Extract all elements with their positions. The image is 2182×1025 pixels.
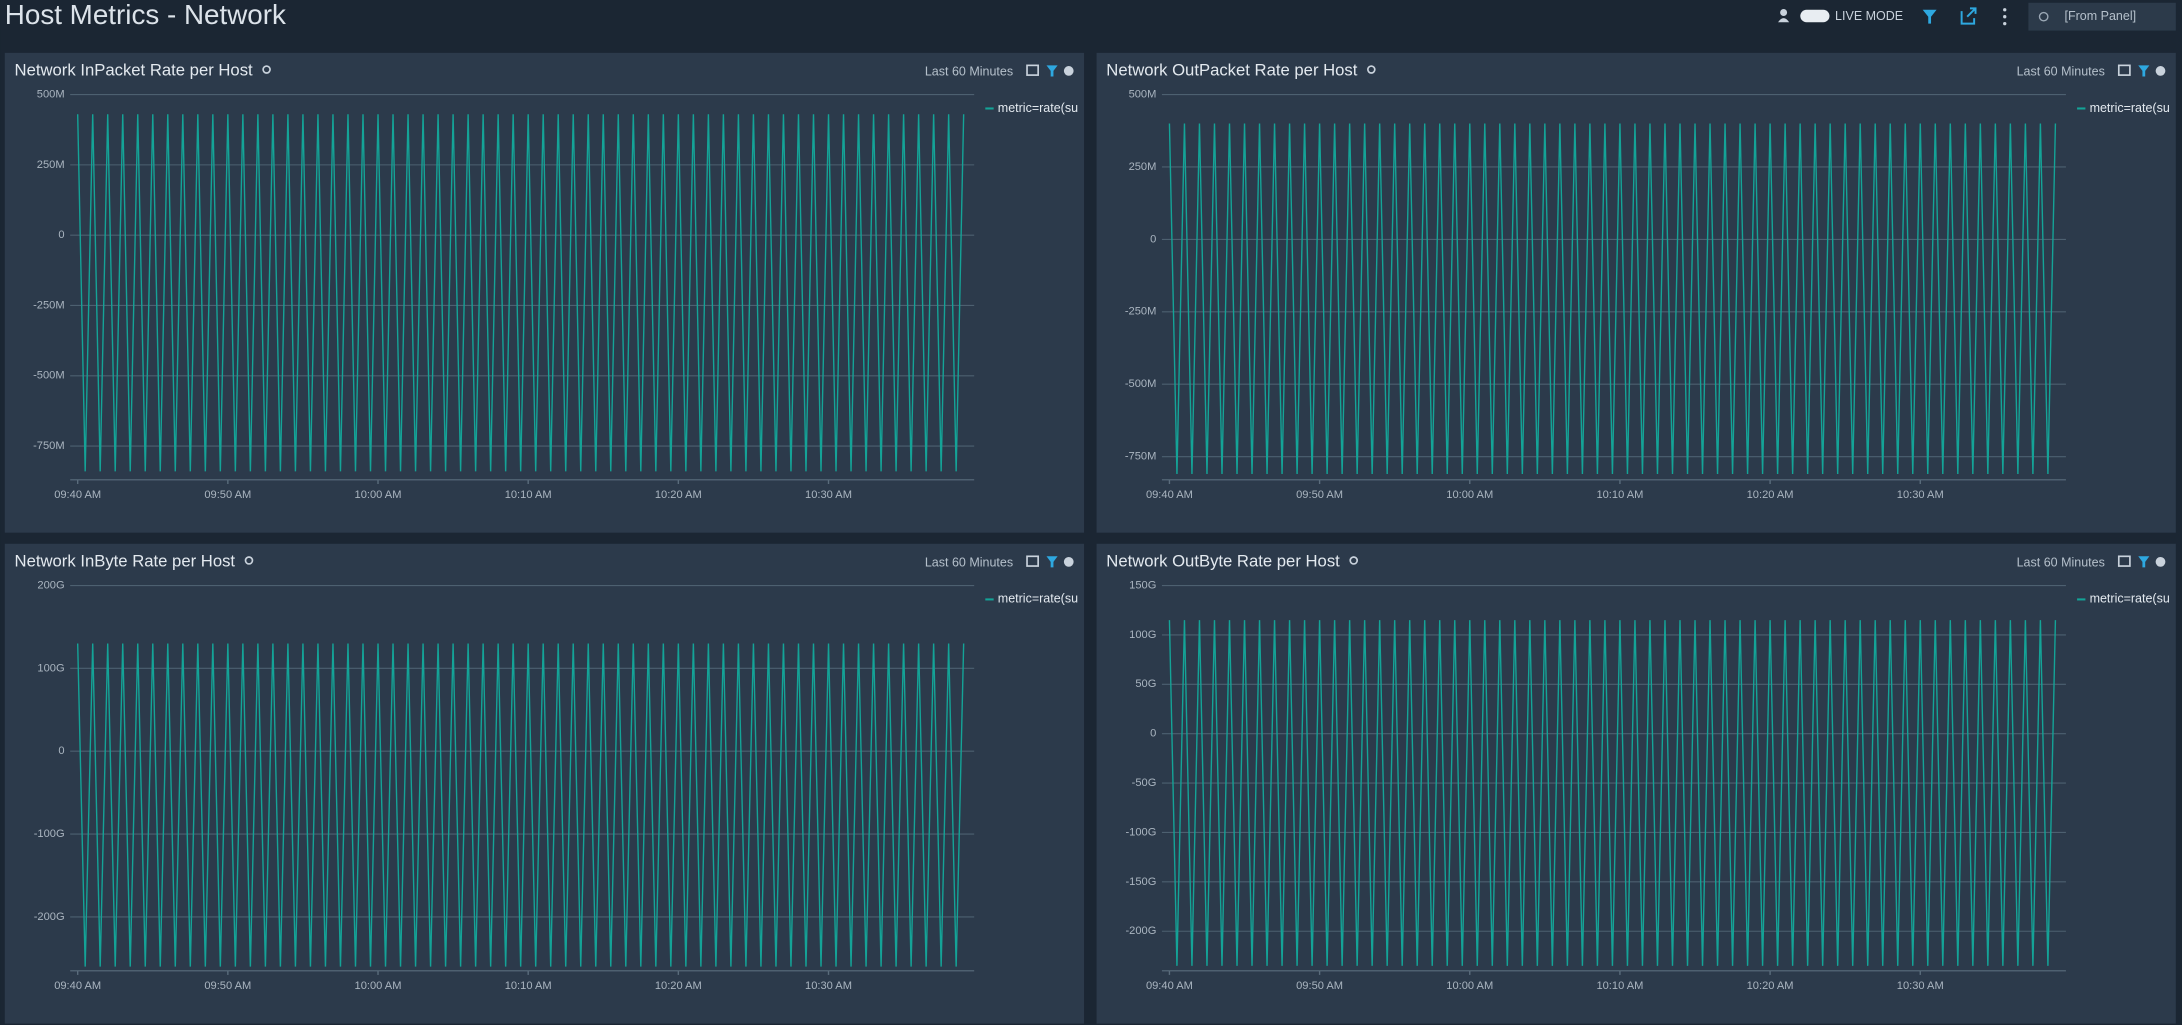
x-tick-label: 10:20 AM — [655, 980, 702, 992]
panel-filter-icon[interactable] — [2138, 65, 2150, 77]
zoom-icon[interactable] — [244, 556, 254, 565]
time-picker-label[interactable]: [From Panel] — [2065, 9, 2137, 23]
zoom-icon[interactable] — [1349, 556, 1359, 565]
y-tick-label: 100G — [1129, 629, 1156, 641]
x-tick-label: 10:20 AM — [1747, 489, 1794, 501]
x-tick-label: 10:00 AM — [1446, 980, 1493, 992]
user-icon[interactable] — [1778, 9, 1790, 23]
x-tick-label: 09:50 AM — [1296, 489, 1343, 501]
panel-filter-icon[interactable] — [1046, 65, 1058, 77]
y-tick-label: 500M — [1129, 89, 1157, 101]
series-line — [1168, 620, 2057, 966]
panel: Network InByte Rate per Host Last 60 Minu… — [4, 543, 1085, 1024]
y-tick-label: -500M — [33, 370, 65, 382]
y-tick-label: -150G — [1125, 876, 1156, 888]
info-icon[interactable] — [1063, 557, 1074, 567]
x-tick-label: 09:40 AM — [54, 980, 101, 992]
page-title: Host Metrics - Network — [5, 0, 286, 30]
y-tick-label: -100G — [1125, 826, 1156, 838]
live-toggle[interactable] — [1800, 9, 1830, 23]
x-tick-label: 10:00 AM — [355, 980, 402, 992]
series-line — [76, 114, 965, 472]
y-tick-label: -250M — [33, 299, 65, 311]
panel-title: Network InByte Rate per Host — [15, 551, 236, 570]
panel: Network InPacket Rate per Host Last 60 Mi… — [4, 52, 1085, 533]
legend-label[interactable]: metric=rate(su — [998, 592, 1078, 606]
x-tick-label: 10:20 AM — [1747, 980, 1794, 992]
y-tick-label: -200G — [34, 911, 65, 923]
y-tick-label: -100G — [34, 828, 65, 840]
y-tick-label: 0 — [1150, 233, 1156, 245]
x-tick-label: 10:10 AM — [505, 489, 552, 501]
x-tick-label: 10:20 AM — [655, 489, 702, 501]
info-icon[interactable] — [2155, 66, 2166, 76]
y-tick-label: -500M — [1125, 378, 1157, 390]
zoom-icon[interactable] — [262, 65, 271, 74]
live-mode-label[interactable]: LIVE MODE — [1835, 9, 1903, 23]
panel-filter-icon[interactable] — [1046, 556, 1058, 568]
y-tick-label: 100G — [37, 662, 64, 674]
x-tick-label: 09:40 AM — [1146, 980, 1193, 992]
y-tick-label: -200G — [1125, 925, 1156, 937]
panel-filter-icon[interactable] — [2138, 556, 2150, 568]
zoom-icon[interactable] — [1367, 65, 1376, 74]
x-tick-label: 10:30 AM — [1897, 980, 1944, 992]
panel-title: Network InPacket Rate per Host — [15, 60, 254, 79]
x-tick-label: 10:30 AM — [805, 489, 852, 501]
more-icon[interactable] — [2003, 8, 2007, 26]
time-range: Last 60 Minutes — [925, 556, 1013, 570]
x-tick-label: 09:50 AM — [204, 489, 251, 501]
x-tick-label: 09:50 AM — [1296, 980, 1343, 992]
x-tick-label: 10:10 AM — [505, 980, 552, 992]
x-tick-label: 09:40 AM — [1146, 489, 1193, 501]
copy-icon[interactable] — [1026, 555, 1039, 567]
legend-label[interactable]: metric=rate(su — [998, 101, 1078, 115]
x-tick-label: 09:50 AM — [204, 980, 251, 992]
y-tick-label: 500M — [37, 89, 65, 101]
y-tick-label: 0 — [58, 229, 64, 241]
x-tick-label: 10:30 AM — [805, 980, 852, 992]
x-tick-label: 10:10 AM — [1596, 980, 1643, 992]
info-icon[interactable] — [2155, 557, 2166, 567]
y-tick-label: 150G — [1129, 579, 1156, 591]
clock-icon — [2038, 11, 2049, 22]
y-tick-label: 200G — [37, 579, 64, 591]
series-line — [76, 643, 965, 967]
time-picker[interactable] — [2028, 2, 2176, 31]
legend-label[interactable]: metric=rate(su — [2090, 592, 2170, 606]
y-tick-label: -250M — [1125, 306, 1157, 318]
panel-title: Network OutByte Rate per Host — [1106, 551, 1340, 570]
copy-icon[interactable] — [2117, 555, 2131, 567]
panel: Network OutByte Rate per Host Last 60 Min… — [1096, 543, 2176, 1024]
y-tick-label: 250M — [37, 159, 65, 171]
legend-label[interactable]: metric=rate(su — [2090, 101, 2170, 115]
y-tick-label: 250M — [1129, 161, 1157, 173]
x-tick-label: 10:00 AM — [355, 489, 402, 501]
x-tick-label: 10:10 AM — [1596, 489, 1643, 501]
y-tick-label: 0 — [58, 745, 64, 757]
filter-icon[interactable] — [1922, 9, 1937, 24]
copy-icon[interactable] — [2117, 64, 2131, 76]
x-tick-label: 09:40 AM — [54, 489, 101, 501]
panel: Network OutPacket Rate per Host Last 60 M… — [1096, 52, 2176, 533]
time-range: Last 60 Minutes — [2017, 556, 2105, 570]
panel-background — [4, 543, 1085, 1024]
time-range: Last 60 Minutes — [925, 65, 1013, 79]
x-tick-label: 10:00 AM — [1446, 489, 1493, 501]
share-icon[interactable] — [1960, 7, 1977, 25]
series-line — [1168, 123, 2057, 475]
y-tick-label: -750M — [1125, 451, 1157, 463]
y-tick-label: 50G — [1135, 678, 1156, 690]
time-range: Last 60 Minutes — [2017, 65, 2105, 79]
y-tick-label: -50G — [1132, 777, 1157, 789]
info-icon[interactable] — [1063, 66, 1074, 76]
x-tick-label: 10:30 AM — [1897, 489, 1944, 501]
panel-title: Network OutPacket Rate per Host — [1106, 60, 1357, 79]
y-tick-label: 0 — [1150, 728, 1156, 740]
y-tick-label: -750M — [33, 440, 65, 452]
copy-icon[interactable] — [1026, 64, 1039, 76]
